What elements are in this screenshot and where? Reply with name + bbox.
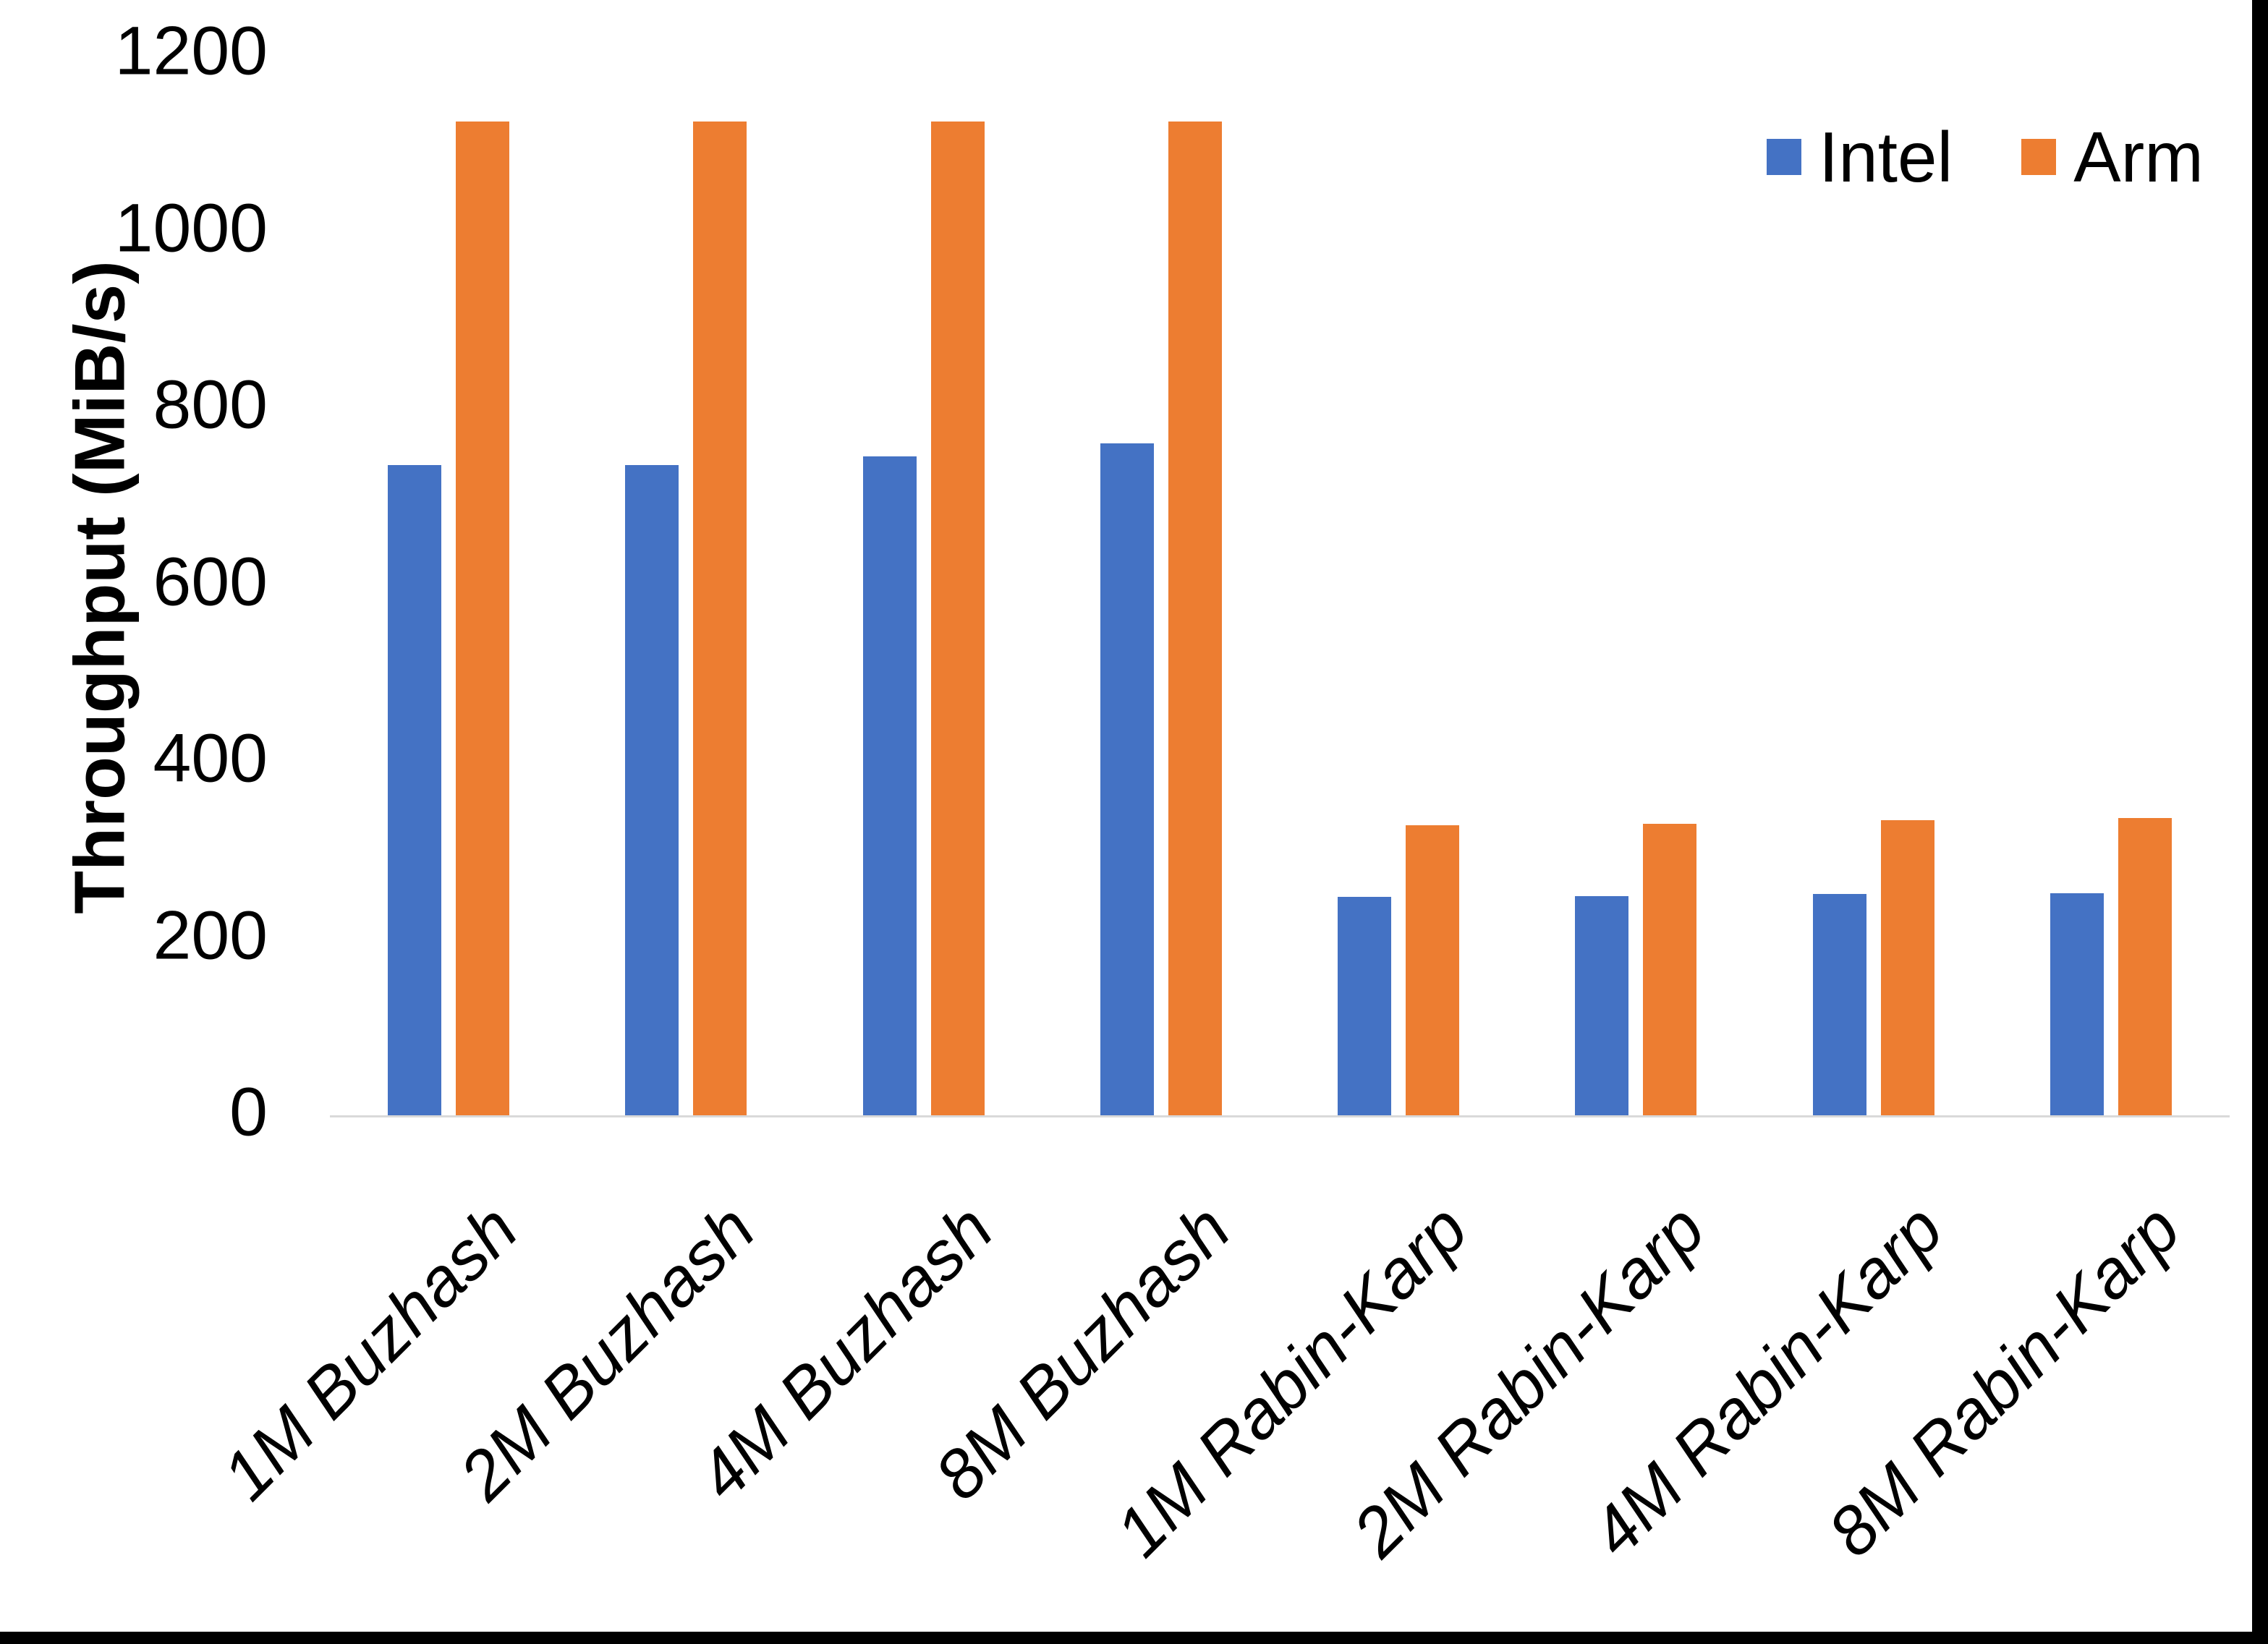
legend-swatch-intel	[1767, 139, 1801, 175]
bar-intel-8	[2050, 893, 2104, 1115]
bar-intel-1	[388, 465, 442, 1115]
bar-arm-6	[1643, 823, 1697, 1115]
legend-item-arm: Arm	[2021, 122, 2204, 192]
bottom-border-bar	[0, 1632, 2268, 1644]
y-tick-label-600: 600	[153, 543, 268, 621]
bar-intel-6	[1575, 895, 1629, 1115]
bar-group-6	[1517, 54, 1754, 1115]
bar-group-7	[1755, 54, 1992, 1115]
y-tick-label-1200: 1200	[114, 12, 268, 90]
y-tick-label-400: 400	[153, 720, 268, 797]
legend-label-intel: Intel	[1819, 117, 1953, 197]
x-axis-line	[330, 1115, 2230, 1117]
bar-arm-4	[1168, 121, 1222, 1115]
bar-group-4	[1042, 54, 1280, 1115]
legend-item-intel: Intel	[1767, 122, 1953, 192]
bar-arm-5	[1406, 825, 1460, 1115]
y-tick-label-800: 800	[153, 366, 268, 443]
bar-intel-3	[862, 456, 917, 1115]
bar-group-2	[567, 54, 804, 1115]
bar-arm-8	[2118, 818, 2172, 1115]
y-tick-label-200: 200	[153, 897, 268, 974]
right-border-bar	[2252, 0, 2268, 1644]
legend-label-arm: Arm	[2073, 117, 2204, 197]
bar-intel-2	[625, 465, 679, 1115]
bar-intel-7	[1812, 894, 1866, 1115]
bar-arm-2	[693, 121, 747, 1115]
bar-intel-5	[1338, 897, 1392, 1115]
bar-group-8	[1992, 54, 2230, 1115]
y-axis-title: Throughput (MiB/s)	[59, 260, 140, 914]
y-tick-label-1000: 1000	[114, 189, 268, 267]
legend-swatch-arm	[2021, 139, 2057, 175]
bar-group-5	[1280, 54, 1517, 1115]
legend: Intel Arm	[1767, 122, 2204, 192]
bar-intel-4	[1100, 443, 1154, 1115]
bar-arm-1	[456, 121, 510, 1115]
bar-group-1	[330, 54, 567, 1115]
bar-arm-3	[930, 121, 985, 1115]
bar-group-3	[805, 54, 1042, 1115]
y-tick-label-0: 0	[229, 1073, 268, 1151]
bar-arm-7	[1880, 819, 1934, 1115]
plot-area	[330, 54, 2230, 1115]
